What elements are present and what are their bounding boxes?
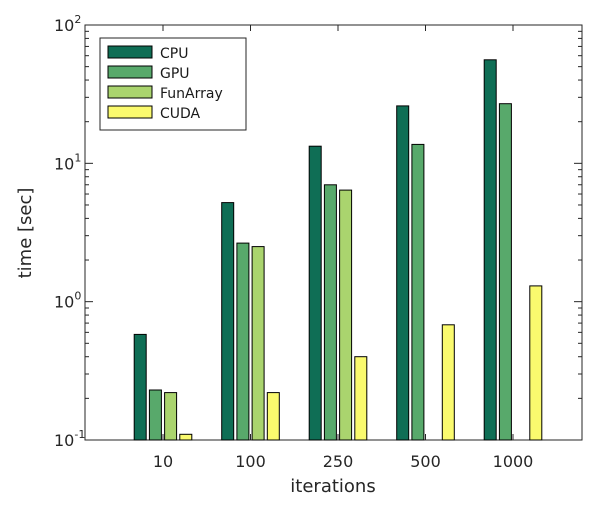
- y-tick-exponent: 0: [74, 290, 81, 303]
- bar-cuda-1000: [529, 285, 543, 441]
- y-tick-base: 10: [54, 431, 74, 450]
- legend-label-funarray: FunArray: [160, 86, 223, 102]
- bar-cpu-10: [133, 333, 147, 441]
- legend-swatch-cpu: [107, 45, 153, 59]
- legend-swatch-gpu: [107, 65, 153, 79]
- legend-swatch-cuda: [107, 105, 153, 119]
- x-tick-label: 1000: [493, 452, 534, 471]
- y-tick-base: 10: [54, 293, 74, 312]
- x-tick-label: 100: [235, 452, 266, 471]
- x-tick-label: 250: [323, 452, 354, 471]
- legend-swatch-funarray: [107, 85, 153, 99]
- bar-cpu-100: [221, 202, 235, 441]
- x-tick-label: 10: [153, 452, 173, 471]
- y-tick-label: 102: [54, 13, 81, 35]
- bar-cuda-100: [266, 392, 280, 441]
- bar-funarray-100: [251, 246, 265, 441]
- bars-layer: [133, 59, 543, 441]
- y-tick-label: 100: [54, 290, 81, 312]
- y-tick-exponent: 1: [74, 151, 81, 164]
- legend-label-gpu: GPU: [160, 66, 190, 82]
- x-axis-ticks: 10 100 250 500 1000: [153, 25, 534, 471]
- bar-gpu-1000: [498, 103, 512, 441]
- legend-label-cpu: CPU: [160, 46, 188, 62]
- bar-cuda-500: [441, 324, 455, 441]
- bar-gpu-10: [148, 389, 162, 441]
- x-tick-label: 500: [410, 452, 441, 471]
- bar-gpu-500: [411, 143, 425, 441]
- y-tick-exponent: 2: [74, 13, 81, 26]
- bar-cuda-10: [179, 433, 193, 441]
- bar-funarray-250: [339, 189, 353, 441]
- x-axis-label: iterations: [290, 476, 375, 497]
- bar-cpu-1000: [483, 59, 497, 441]
- bar-funarray-10: [164, 392, 178, 441]
- bar-gpu-100: [236, 242, 250, 441]
- bar-cpu-250: [308, 145, 322, 441]
- legend: CPU GPU FunArray CUDA: [99, 37, 247, 131]
- bar-cpu-500: [396, 105, 410, 441]
- y-tick-exponent: -1: [74, 428, 85, 441]
- legend-label-cuda: CUDA: [160, 106, 201, 122]
- y-axis-label: time [sec]: [15, 188, 36, 279]
- bar-gpu-250: [323, 184, 337, 441]
- y-tick-label: 101: [54, 151, 81, 173]
- bar-cuda-250: [354, 356, 368, 441]
- y-tick-base: 10: [54, 154, 74, 173]
- y-tick-base: 10: [54, 16, 74, 35]
- y-tick-label: 10-1: [54, 428, 85, 450]
